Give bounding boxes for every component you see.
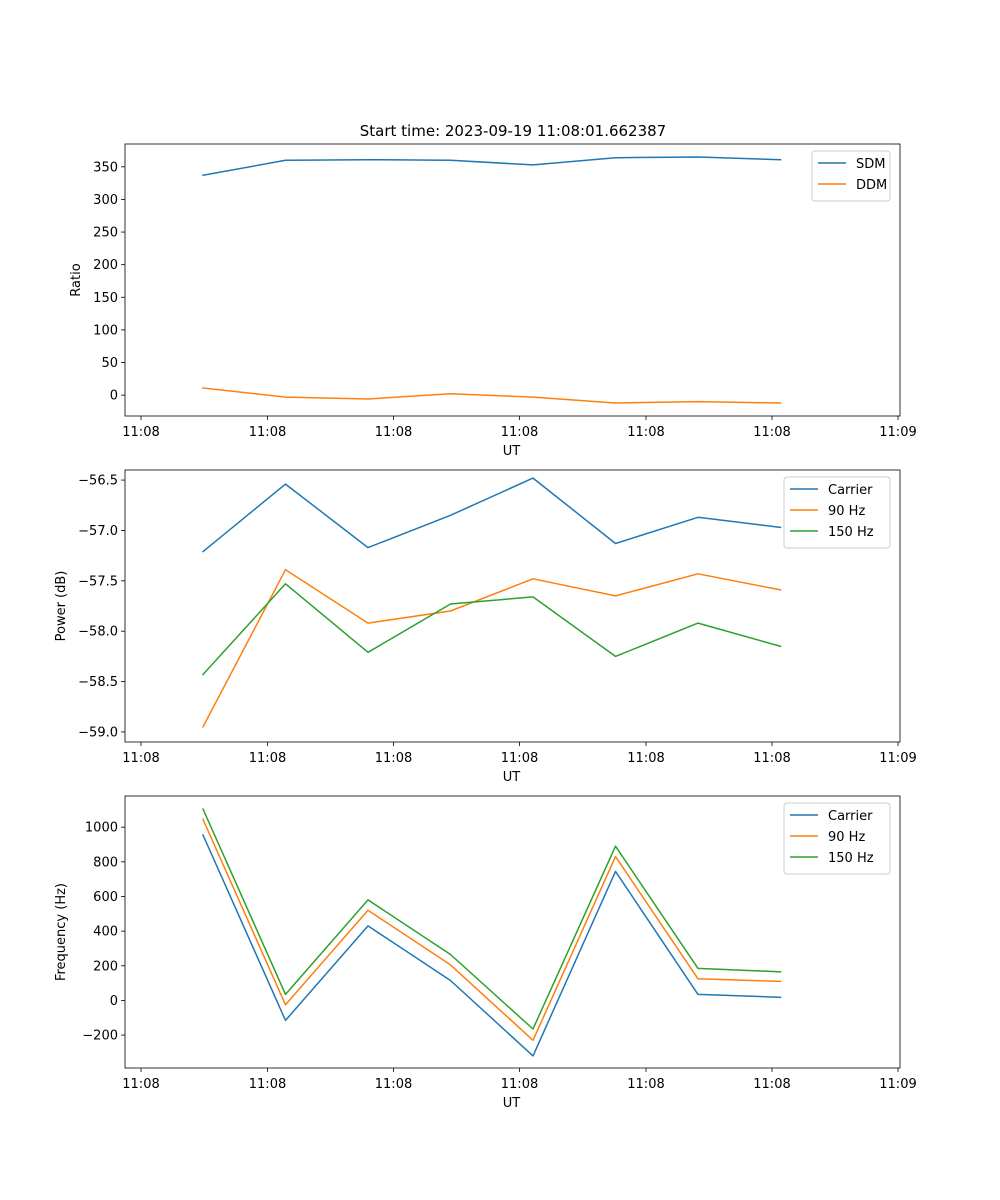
series-line-150-hz (202, 808, 782, 1030)
x-tick-label: 11:08 (501, 751, 538, 766)
y-tick-label: −58.5 (78, 675, 118, 690)
x-tick-label: 11:08 (375, 751, 412, 766)
y-tick-label: 300 (93, 193, 118, 208)
y-tick-label: 800 (93, 855, 118, 870)
y-tick-label: 250 (93, 226, 118, 241)
y-tick-label: 100 (93, 323, 118, 338)
y-tick-label: −57.0 (78, 524, 118, 539)
legend-label: 90 Hz (828, 504, 865, 519)
axes-frame (124, 469, 901, 743)
y-tick-label: −59.0 (78, 725, 118, 740)
y-tick-label: 1000 (85, 821, 118, 836)
y-tick-label: 50 (101, 356, 118, 371)
x-tick-label: 11:08 (753, 751, 790, 766)
x-tick-label: 11:09 (879, 751, 916, 766)
x-axis-label: UT (503, 770, 521, 785)
subplot-2: 11:08 11:08 11:08 11:08 11:08 11:08 11:09 −59.0… (54, 469, 917, 785)
legend-label: 150 Hz (828, 851, 874, 866)
x-tick-label: 11:08 (627, 1077, 664, 1092)
subplot-1: 11:08 11:08 11:08 11:08 11:08 11:08 11:09 0 50 10… (69, 143, 917, 459)
legend-label: 90 Hz (828, 830, 865, 845)
y-axis-label: Power (dB) (54, 571, 69, 642)
x-tick-label: 11:09 (879, 425, 916, 440)
legend-label: SDM (856, 157, 885, 172)
series-line-carrier (201, 477, 782, 553)
legend: Carrier 90 Hz 150 Hz (783, 476, 891, 549)
axes-frame (124, 143, 901, 417)
y-tick-label: 350 (93, 160, 118, 175)
series-line-150-hz (201, 583, 782, 676)
y-tick-label: −58.0 (78, 625, 118, 640)
x-tick-label: 11:08 (249, 425, 286, 440)
x-tick-label: 11:08 (122, 751, 159, 766)
plots: 11:08 11:08 11:08 11:08 11:08 11:08 11:09 0 50 10… (54, 143, 917, 1111)
y-tick-label: 200 (93, 959, 118, 974)
series-line-sdm (202, 156, 782, 177)
series-line-90-hz (201, 568, 782, 728)
legend-label: Carrier (828, 483, 873, 498)
subplot-3: 11:08 11:08 11:08 11:08 11:08 11:08 11:09 −200 0… (54, 795, 917, 1111)
legend-label: 150 Hz (828, 525, 874, 540)
x-tick-label: 11:08 (122, 425, 159, 440)
x-tick-label: 11:08 (753, 1077, 790, 1092)
x-axis-label: UT (503, 1096, 521, 1111)
x-axis-label: UT (503, 444, 521, 459)
legend: Carrier 90 Hz 150 Hz (783, 802, 891, 875)
x-tick-label: 11:08 (753, 425, 790, 440)
series-line-carrier (202, 834, 782, 1057)
y-axis-label: Frequency (Hz) (54, 883, 69, 981)
series-line-ddm (202, 387, 782, 404)
x-tick-label: 11:08 (501, 1077, 538, 1092)
figure-title: Start time: 2023-09-19 11:08:01.662387 (360, 122, 666, 140)
y-tick-label: 200 (93, 258, 118, 273)
x-tick-label: 11:08 (375, 425, 412, 440)
y-tick-label: 0 (110, 994, 118, 1009)
legend: SDM DDM (811, 150, 891, 202)
y-tick-label: 600 (93, 890, 118, 905)
y-tick-label: 0 (110, 389, 118, 404)
y-tick-label: 400 (93, 925, 118, 940)
x-tick-label: 11:08 (375, 1077, 412, 1092)
y-tick-label: 150 (93, 291, 118, 306)
x-tick-label: 11:08 (249, 1077, 286, 1092)
axes-frame (124, 795, 901, 1069)
y-axis-label: Ratio (69, 263, 84, 296)
x-tick-label: 11:08 (501, 425, 538, 440)
legend-label: Carrier (828, 809, 873, 824)
y-tick-label: −200 (82, 1029, 118, 1044)
x-tick-label: 11:09 (879, 1077, 916, 1092)
y-tick-label: −56.5 (78, 474, 118, 489)
x-tick-label: 11:08 (627, 425, 664, 440)
x-tick-label: 11:08 (122, 1077, 159, 1092)
series-line-90-hz (202, 818, 782, 1042)
x-tick-label: 11:08 (249, 751, 286, 766)
legend-label: DDM (856, 178, 887, 193)
y-tick-label: −57.5 (78, 574, 118, 589)
x-tick-label: 11:08 (627, 751, 664, 766)
